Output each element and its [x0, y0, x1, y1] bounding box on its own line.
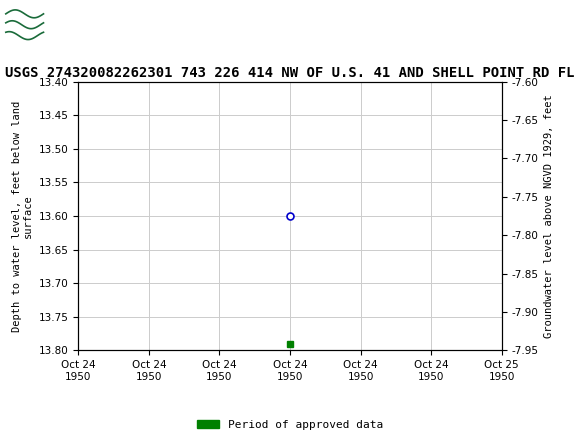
Text: USGS: USGS — [49, 15, 113, 35]
Text: USGS 274320082262301 743 226 414 NW OF U.S. 41 AND SHELL POINT RD FL: USGS 274320082262301 743 226 414 NW OF U… — [5, 66, 575, 80]
Y-axis label: Groundwater level above NGVD 1929, feet: Groundwater level above NGVD 1929, feet — [544, 94, 554, 338]
Y-axis label: Depth to water level, feet below land
surface: Depth to water level, feet below land su… — [12, 101, 33, 332]
FancyBboxPatch shape — [5, 4, 45, 46]
Legend: Period of approved data: Period of approved data — [193, 415, 387, 430]
